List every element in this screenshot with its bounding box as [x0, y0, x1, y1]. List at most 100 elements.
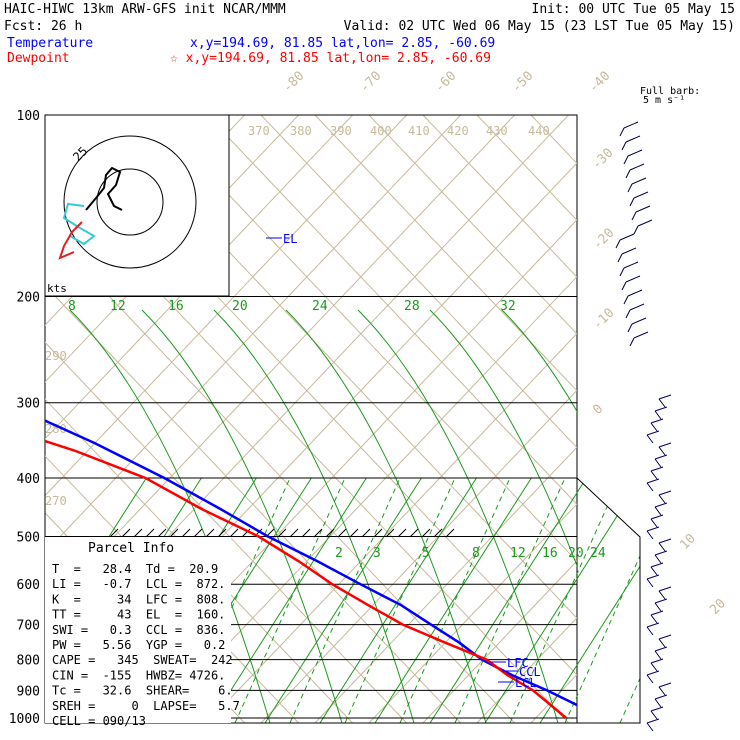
mixing-ratio-line [675, 478, 740, 723]
parcel-info-row: CIN = -155 HWBZ= 4726. [52, 668, 225, 682]
model-title: HAIC-HIWC 13km ARW-GFS init NCAR/MMM [4, 2, 286, 17]
mixing-ratio-line [454, 478, 566, 723]
moist-adiabat-line [374, 478, 640, 723]
theta-label: 270 [45, 494, 67, 508]
wind-barb [646, 622, 660, 636]
moist-adiabat-line [429, 478, 640, 723]
isotherm-line [693, 115, 740, 723]
freezing-level-hatch [193, 528, 203, 538]
freezing-level-hatch [361, 528, 371, 538]
isotherm-label: -60 [432, 69, 459, 96]
dry-adiabat-line [45, 284, 461, 723]
wind-barb [658, 490, 672, 504]
barb-legend-line1: Full barb: [640, 86, 700, 97]
freezing-level-hatch [133, 528, 143, 538]
isotherm-label: 10 [677, 531, 699, 553]
freezing-level-hatch [169, 528, 179, 538]
pressure-label: 800 [17, 654, 40, 669]
wind-barb [658, 394, 672, 408]
wind-barb [654, 406, 668, 420]
wind-barb [646, 670, 660, 684]
freezing-level-hatch [145, 528, 155, 538]
parcel-info-row: T = 28.4 Td = 20.9 [52, 562, 218, 576]
legend-temperature: Temperature [7, 36, 93, 51]
isotherm-line [530, 673, 577, 723]
freezing-level-hatch [277, 528, 287, 538]
freezing-level-hatch [229, 528, 239, 538]
dry-adiabat-line [476, 115, 577, 221]
temperature-location: x,y=194.69, 81.85 lat,lon= 2.85, -60.69 [190, 36, 495, 51]
wind-barb [650, 514, 664, 528]
hodograph-outer-ring [63, 135, 197, 269]
pressure-label: 200 [17, 291, 40, 306]
dry-adiabat-line [206, 115, 577, 506]
trace-temperature [45, 419, 577, 707]
wind-barb [623, 289, 643, 305]
dry-adiabat-line [152, 115, 577, 563]
forecast-hour: Fcst: 26 h [4, 19, 82, 34]
freezing-level-hatch [349, 528, 359, 538]
parcel-info-row: TT = 43 EL = 160. [52, 608, 225, 622]
wind-barb [621, 135, 641, 151]
freezing-level-hatch [109, 528, 119, 538]
dewpoint-location: ☆ x,y=194.69, 81.85 lat,lon= 2.85, -60.6… [170, 51, 491, 66]
freezing-level-hatch [157, 528, 167, 538]
wind-barb [646, 526, 660, 540]
pressure-label: 700 [17, 619, 40, 634]
theta-label: 410 [408, 124, 430, 138]
legend-dewpoint: Dewpoint [7, 51, 70, 66]
wind-barb [646, 574, 660, 588]
wind-barb [654, 454, 668, 468]
theta-label: 440 [528, 124, 550, 138]
level-marker-ccl: CCL [519, 665, 541, 679]
pressure-label: 100 [17, 109, 40, 124]
mixing-ratio-label-upper: 16 [168, 299, 184, 314]
isotherm-line [476, 617, 577, 723]
wind-barb [650, 658, 664, 672]
pressure-label: 300 [17, 397, 40, 412]
dry-adiabat-line [45, 341, 407, 723]
parcel-info-row: CAPE = 345 SWEAT= 242 [52, 653, 233, 667]
mixing-ratio-label-lower: 3 [373, 546, 381, 561]
hodograph-trace-low [58, 221, 83, 260]
dry-adiabat-line [368, 115, 577, 335]
mixing-ratio-label-lower: 16 [542, 546, 558, 561]
wind-barb [654, 550, 668, 564]
freezing-level-hatch [385, 528, 395, 538]
mixing-ratio-line [730, 478, 740, 723]
mixing-ratio-label-lower: 8 [472, 546, 480, 561]
theta-label: 400 [370, 124, 392, 138]
freezing-level-hatch [397, 528, 407, 538]
theta-label: 280 [45, 422, 67, 436]
isotherm-label: -40 [586, 69, 613, 96]
freezing-level-hatch [445, 528, 455, 538]
wind-barb [654, 694, 668, 708]
pressure-label: 400 [17, 472, 40, 487]
isotherm-line [422, 560, 577, 723]
wind-barb [629, 191, 649, 207]
wind-barb [615, 233, 635, 249]
freezing-level-hatch [205, 528, 215, 538]
isotherm-label: -80 [280, 69, 307, 96]
wind-barb [654, 646, 668, 660]
level-marker-lfc: LFC [507, 656, 529, 670]
parcel-info-row: PW = 5.56 YGP = 0.2 [52, 638, 225, 652]
mixing-ratio-label-upper: 8 [68, 299, 76, 314]
isotherm-label: -10 [590, 306, 617, 333]
wind-barb [633, 219, 653, 235]
freezing-level-hatch [433, 528, 443, 538]
wind-barb [658, 442, 672, 456]
mixing-ratio-label-upper: 32 [500, 299, 516, 314]
wind-barb [619, 261, 639, 277]
moist-adiabat-upper [141, 309, 343, 723]
mixing-ratio-label-upper: 28 [404, 299, 420, 314]
isotherm-line [314, 446, 577, 723]
wind-barb [631, 205, 651, 221]
dry-adiabat-line [45, 398, 353, 723]
wind-barb [646, 478, 660, 492]
mixing-ratio-label-upper: 20 [232, 299, 248, 314]
moist-adiabat-upper [69, 309, 271, 723]
wind-barb [650, 418, 664, 432]
moist-adiabat-line [45, 478, 261, 723]
wind-barb [619, 121, 639, 137]
